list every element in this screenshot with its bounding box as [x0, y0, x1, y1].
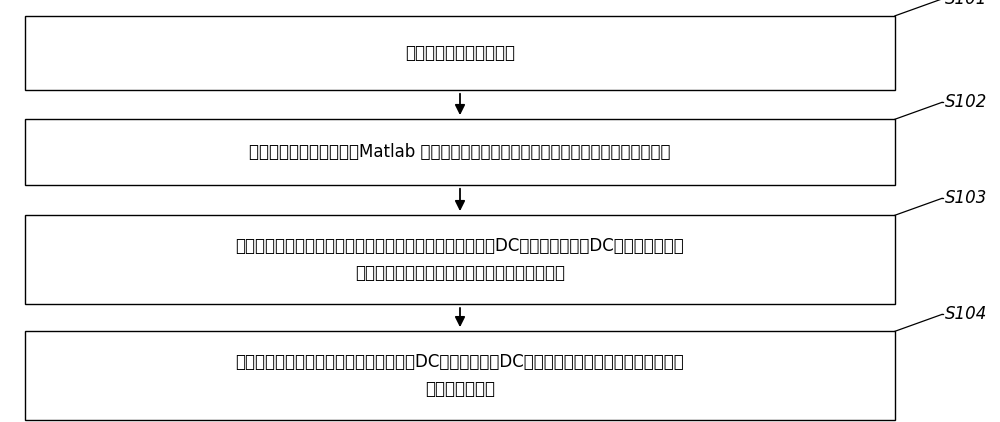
Text: S102: S102	[945, 93, 987, 111]
Text: S101: S101	[945, 0, 987, 8]
Text: 在真实的城市环境中的设定位置测量真实DC数据，将真实DC数据输入到训练后的模型中识别出电
磁发射点的位置: 在真实的城市环境中的设定位置测量真实DC数据，将真实DC数据输入到训练后的模型中…	[236, 353, 684, 398]
Text: 建立城市的数字三维模型: 建立城市的数字三维模型	[405, 44, 515, 62]
Bar	[25, 215, 895, 304]
Bar	[25, 16, 895, 90]
Bar	[25, 331, 895, 420]
Text: 基于镜像法的原理并利用Matlab 的工具箱中的射线追踪内核函数建立城市电磁环境的模型: 基于镜像法的原理并利用Matlab 的工具箱中的射线追踪内核函数建立城市电磁环境…	[249, 143, 671, 161]
Bar	[25, 119, 895, 185]
Text: 在建立的城市电磁环境模型中设置电磁发射点，并采集对应DC数据，利用所述DC数据作为样本训
练预先构建的机器学习模型，得到训练后的模型: 在建立的城市电磁环境模型中设置电磁发射点，并采集对应DC数据，利用所述DC数据作…	[236, 237, 684, 282]
Text: S104: S104	[945, 306, 987, 323]
Text: S103: S103	[945, 189, 987, 207]
